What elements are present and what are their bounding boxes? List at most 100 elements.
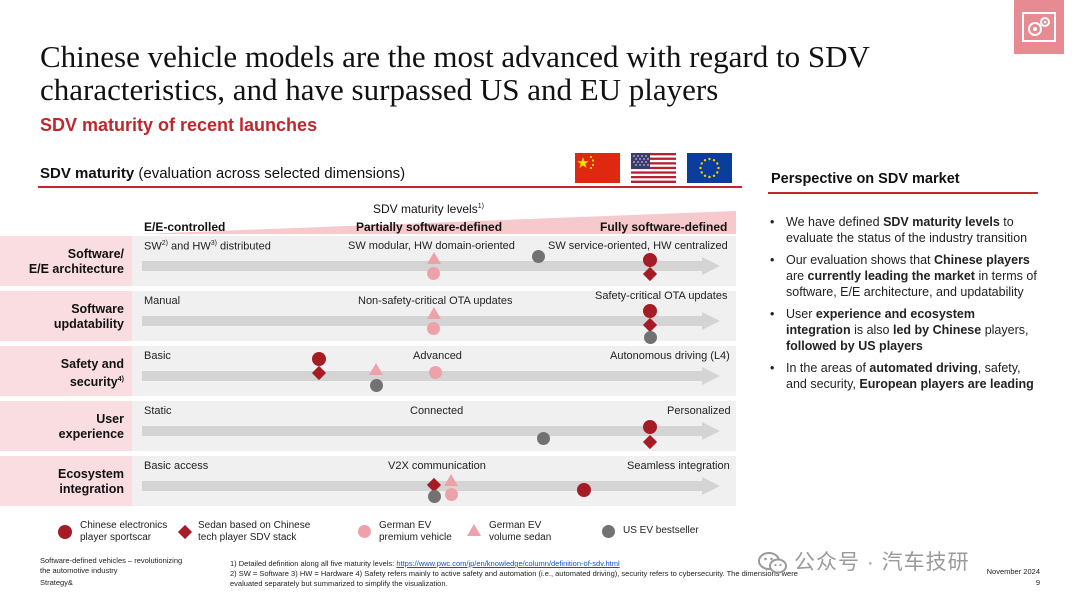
bullet-segment: European players are leading <box>859 377 1034 391</box>
marker-german-ev-premium <box>429 366 442 379</box>
legend-label: Sedan based on Chinese tech player SDV s… <box>198 520 311 543</box>
china-flag <box>575 153 620 183</box>
perspective-bullets: We have defined SDV maturity levels to e… <box>770 214 1038 398</box>
bullet-segment: is also <box>850 323 893 337</box>
bullet-segment: We have defined <box>786 215 884 229</box>
bullet-segment: Chinese players <box>934 253 1030 267</box>
row2-low-text: Manual <box>144 295 181 307</box>
chart-heading-rest: (evaluation across selected dimensions) <box>134 165 406 182</box>
level-partially-software-defined: Partially software-defined <box>356 220 503 234</box>
row4-low-text: Static <box>144 405 172 417</box>
perspective-bullet: User experience and ecosystem integratio… <box>770 306 1038 354</box>
row1-progress-arrow <box>142 257 720 275</box>
marker-chinese-electronics-sportscar <box>643 253 657 267</box>
chart-heading: SDV maturity (evaluation across selected… <box>40 165 405 182</box>
row1-high-text: SW service-oriented, HW centralized <box>548 240 728 252</box>
perspective-divider <box>768 192 1038 194</box>
bullet-segment: players, <box>981 323 1029 337</box>
row4-mid-text: Connected <box>410 405 464 417</box>
row-label-bg <box>0 291 132 341</box>
maturity-levels-footnote: 1) <box>477 203 484 210</box>
row4-progress-arrow <box>142 422 720 440</box>
bullet-segment: SDV maturity levels <box>883 215 1000 229</box>
bullet-segment: User <box>786 307 816 321</box>
watermark: 公众号 · 汽车技研 <box>758 546 970 576</box>
legend-item-chinese-electronics: Chinese electronics player sportscar <box>58 520 180 544</box>
footer-source-line: the automotive industry <box>40 566 118 575</box>
marker-german-ev-premium <box>427 322 440 335</box>
legend-item-german-volume: German EV volume sedan <box>467 520 569 544</box>
legend-pink-triangle-icon <box>467 524 481 536</box>
page-title: Chinese vehicle models are the most adva… <box>40 39 870 107</box>
legend-label: US EV bestseller <box>623 525 699 536</box>
bullet-segment: , safety, and security, <box>786 361 1021 391</box>
maturity-levels-label: SDV maturity levels <box>373 202 478 216</box>
marker-us-ev-bestseller <box>537 432 550 445</box>
page-subtitle: SDV maturity of recent launches <box>40 115 318 135</box>
legend-item-chinese-sedan: Sedan based on Chinese tech player SDV s… <box>177 520 328 544</box>
definition-link[interactable]: https://www.pwc.com/jp/en/knowledge/colu… <box>396 559 620 568</box>
bullet-segment: led by Chinese <box>892 323 982 337</box>
marker-german-ev-premium <box>427 267 440 280</box>
row-label-ecosystem: Ecosystem integration <box>57 467 124 496</box>
row-label-software-ee: Software/E/E architecture <box>28 247 124 276</box>
maturity-wedge <box>140 211 736 234</box>
footer-brand: Strategy& <box>40 578 73 587</box>
perspective-heading: Perspective on SDV market <box>771 171 960 187</box>
row-label-bg <box>0 401 132 451</box>
chart-heading-bold: SDV maturity <box>40 165 135 182</box>
bullet-segment: currently leading the market <box>807 269 975 283</box>
legend-label: Chinese electronics player sportscar <box>80 520 168 543</box>
wechat-icon <box>758 552 787 574</box>
marker-chinese-electronics-sportscar <box>312 352 326 366</box>
row5-high-text: Seamless integration <box>627 460 730 472</box>
gears-icon <box>1022 12 1056 42</box>
legend-dark-red-diamond-icon <box>177 524 193 540</box>
eu-flag <box>687 153 732 183</box>
footer-date: November 2024 <box>986 567 1040 576</box>
bullet-segment: experience and ecosystem integration <box>786 307 975 337</box>
marker-us-ev-bestseller <box>644 331 657 344</box>
marker-german-ev-volume-sedan <box>444 474 458 486</box>
footer-source: Software-defined vehicles – revolutioniz… <box>40 556 210 588</box>
perspective-bullet: In the areas of automated driving, safet… <box>770 360 1038 392</box>
row-label-bg <box>0 346 132 396</box>
marker-chinese-electronics-sportscar <box>577 483 591 497</box>
bullet-segment: to evaluate the status of the industry t… <box>786 215 1028 245</box>
footer-source-line: Software-defined vehicles – revolutioniz… <box>40 556 183 565</box>
marker-us-ev-bestseller <box>370 379 383 392</box>
marker-chinese-electronics-sportscar <box>643 420 657 434</box>
legend-grey-circle-icon <box>602 525 615 538</box>
maturity-levels-title: SDV maturity levels1) <box>373 202 484 216</box>
row5-low-text: Basic access <box>144 460 209 472</box>
footnote-1: 1) Detailed definition along all five ma… <box>230 559 620 568</box>
legend-item-german-premium: German EV premium vehicle <box>358 520 469 544</box>
row-label-safety: Safety and security4) <box>60 357 124 390</box>
row2-high-text: Safety-critical OTA updates <box>595 290 728 302</box>
footnotes: 1) Detailed definition along all five ma… <box>230 559 830 589</box>
bullet-segment: in terms of software, E/E architecture, … <box>786 269 1037 299</box>
level-ee-controlled: E/E-controlled <box>144 220 226 234</box>
row-label-updatability: Software updatability <box>53 302 124 331</box>
row1-low-text: SW2) and HW3) distributed <box>144 240 271 253</box>
marker-us-ev-bestseller <box>532 250 545 263</box>
row1-mid-text: SW modular, HW domain-oriented <box>348 240 515 252</box>
bullet-segment: In the areas of <box>786 361 870 375</box>
row-label-user-experience: User experience <box>58 412 124 441</box>
row3-mid-text: Advanced <box>413 350 462 362</box>
row-label-bg <box>0 456 132 506</box>
row2-mid-text: Non-safety-critical OTA updates <box>358 295 513 307</box>
perspective-bullet: Our evaluation shows that Chinese player… <box>770 252 1038 300</box>
marker-german-ev-volume-sedan <box>369 363 383 375</box>
legend-label: German EV volume sedan <box>489 520 552 543</box>
row5-mid-text: V2X communication <box>388 460 486 472</box>
row-label-bg <box>0 236 132 286</box>
row3-high-text: Autonomous driving (L4) <box>610 350 730 362</box>
marker-german-ev-premium <box>445 488 458 501</box>
chart-divider <box>38 186 742 188</box>
row4-high-text: Personalized <box>667 405 731 417</box>
bullet-segment: are <box>786 269 808 283</box>
gears-logo <box>1014 0 1064 54</box>
marker-us-ev-bestseller <box>428 490 441 503</box>
legend-label: German EV premium vehicle <box>379 520 452 543</box>
